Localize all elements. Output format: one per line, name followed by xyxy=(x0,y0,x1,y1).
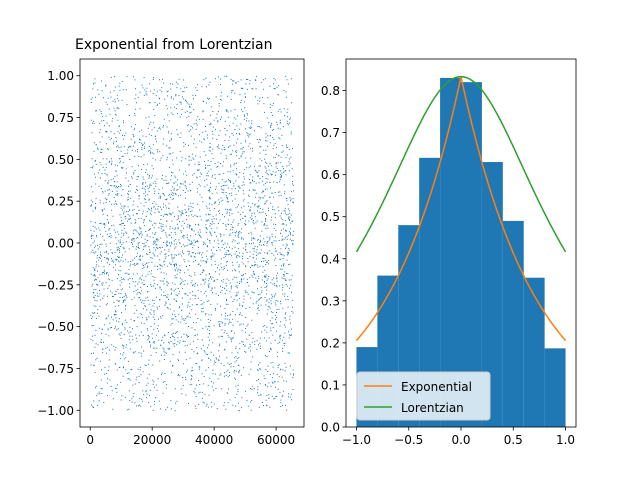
left-xtick-label: 20000 xyxy=(133,433,171,447)
right-xtick-label: 1.0 xyxy=(556,433,575,447)
right-axes: −1.0 −0.5 0.0 0.5 1.0 0.0 0.1 0.2 0.3 0.4 0.5 0.6 0.… xyxy=(321,58,577,447)
right-ytick-label: 0.1 xyxy=(321,378,340,392)
right-axes-frame xyxy=(345,58,577,428)
right-ytick-label: 0.6 xyxy=(321,168,340,182)
left-ytick-label: −0.25 xyxy=(37,278,74,292)
legend-exponential-label: Exponential xyxy=(401,380,472,394)
histogram-bar xyxy=(502,220,524,427)
left-ytick-label: 0.50 xyxy=(47,153,74,167)
left-ytick-label: −0.75 xyxy=(37,362,74,376)
left-xtick-label: 60000 xyxy=(257,433,295,447)
legend-lorentzian-label: Lorentzian xyxy=(401,401,464,415)
left-xtick-label: 0 xyxy=(86,433,94,447)
right-ytick-label: 0.7 xyxy=(321,126,340,140)
histogram-bar xyxy=(481,162,503,428)
right-ytick-label: 0.2 xyxy=(321,336,340,350)
scatter-points xyxy=(90,75,295,412)
right-xtick-label: −1.0 xyxy=(342,433,371,447)
left-ytick-label: −1.00 xyxy=(37,404,74,418)
left-axes-ticks: 0 20000 40000 60000 −1.00 −0.75 −0.50 −0.25 0.00… xyxy=(37,69,295,447)
left-ytick-label: −0.50 xyxy=(37,320,74,334)
right-ytick-label: 0.3 xyxy=(321,294,340,308)
right-xtick-label: 0.0 xyxy=(451,433,470,447)
left-xtick-label: 40000 xyxy=(195,433,233,447)
curve-lines xyxy=(355,75,567,342)
legend: Exponential Lorentzian xyxy=(356,371,491,421)
histogram-bar xyxy=(419,157,441,427)
right-axes-ticks: −1.0 −0.5 0.0 0.5 1.0 0.0 0.1 0.2 0.3 0.4 0.5 0.6 0.… xyxy=(321,84,575,447)
right-ytick-label: 0.5 xyxy=(321,210,340,224)
histogram-bar xyxy=(523,277,545,427)
right-ytick-label: 0.0 xyxy=(321,421,340,435)
left-ytick-label: 1.00 xyxy=(47,69,74,83)
curve-lorentzian xyxy=(355,75,567,253)
left-ytick-label: 0.00 xyxy=(47,237,74,251)
right-ytick-label: 0.8 xyxy=(321,84,340,98)
right-ytick-label: 0.4 xyxy=(321,252,340,266)
left-axes-frame xyxy=(79,58,305,428)
right-xtick-label: −0.5 xyxy=(394,433,423,447)
left-ytick-label: 0.25 xyxy=(47,195,74,209)
left-axes-title: Exponential from Lorentzian xyxy=(75,37,273,53)
right-xtick-label: 0.5 xyxy=(504,433,523,447)
legend-box xyxy=(356,371,491,421)
histogram-bar xyxy=(544,348,566,427)
histogram-bar xyxy=(461,82,482,427)
histogram-bar xyxy=(440,77,461,427)
left-axes: 0 20000 40000 60000 −1.00 −0.75 −0.50 −0.25 0.00… xyxy=(37,37,305,447)
left-ytick-label: 0.75 xyxy=(47,111,74,125)
scatter-series xyxy=(90,75,295,412)
